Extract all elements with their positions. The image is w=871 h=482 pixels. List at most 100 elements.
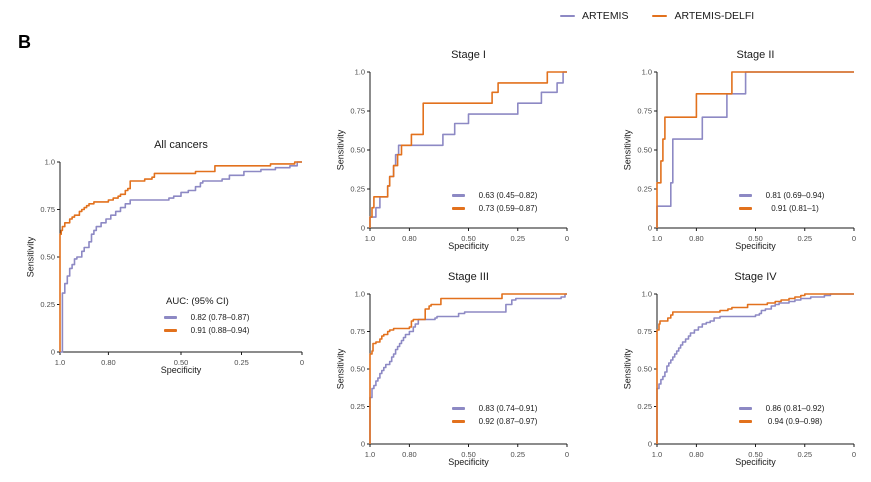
svg-text:0.25: 0.25 xyxy=(637,402,652,411)
artemis-delfi-line-swatch xyxy=(164,329,177,332)
legend-label-artemis-delfi: ARTEMIS-DELFI xyxy=(674,10,755,22)
artemis-line-swatch xyxy=(164,316,177,319)
svg-text:1.0: 1.0 xyxy=(642,68,652,77)
panel-label-b: B xyxy=(18,32,31,52)
panel-title-stage-ii: Stage II xyxy=(736,49,775,61)
roc-plot-stage-ii: 1.0 0.80 0.50 0.25 0 0 0.25 0.50 0.75 1.0 xyxy=(637,68,856,243)
artemis-delfi-line-swatch xyxy=(739,207,752,210)
svg-text:0.25: 0.25 xyxy=(637,185,652,194)
svg-text:1.0: 1.0 xyxy=(45,158,55,167)
auc-row-artemis-delfi: 0.91 (0.88–0.94) xyxy=(164,324,259,337)
artemis-line-swatch xyxy=(739,194,752,197)
auc-row-artemis: 0.86 (0.81–0.92) xyxy=(739,402,834,415)
auc-legend-stage-i: 0.63 (0.45–0.82) 0.73 (0.59–0.87) xyxy=(452,189,547,215)
svg-text:0: 0 xyxy=(300,358,304,367)
auc-row-artemis-delfi: 0.73 (0.59–0.87) xyxy=(452,202,547,215)
svg-text:0.75: 0.75 xyxy=(350,327,365,336)
artemis-line-swatch xyxy=(452,407,465,410)
svg-text:1.0: 1.0 xyxy=(55,358,65,367)
svg-text:1.0: 1.0 xyxy=(355,68,365,77)
svg-text:1.0: 1.0 xyxy=(365,450,375,459)
svg-text:1.0: 1.0 xyxy=(652,234,662,243)
svg-text:0.25: 0.25 xyxy=(797,234,812,243)
x-axis-label: Specificity xyxy=(448,457,489,467)
svg-text:1.0: 1.0 xyxy=(365,234,375,243)
svg-text:0: 0 xyxy=(852,450,856,459)
roc-plot-stage-iv: 1.0 0.80 0.50 0.25 0 0 0.25 0.50 0.75 1.0 xyxy=(637,290,856,459)
artemis-delfi-line-swatch xyxy=(739,420,752,423)
auc-legend-all-cancers: AUC: (95% CI) 0.82 (0.78–0.87) 0.91 (0.8… xyxy=(164,296,259,337)
svg-text:0: 0 xyxy=(648,224,652,233)
svg-text:0.80: 0.80 xyxy=(101,358,116,367)
svg-text:0.25: 0.25 xyxy=(350,402,365,411)
svg-text:0: 0 xyxy=(361,224,365,233)
svg-text:0.50: 0.50 xyxy=(40,253,55,262)
svg-text:0.80: 0.80 xyxy=(689,234,704,243)
svg-text:0.80: 0.80 xyxy=(402,234,417,243)
panel-title-all-cancers: All cancers xyxy=(154,139,208,151)
legend-label-artemis: ARTEMIS xyxy=(582,10,629,22)
svg-text:0.25: 0.25 xyxy=(234,358,249,367)
svg-text:0: 0 xyxy=(648,440,652,449)
svg-text:0.50: 0.50 xyxy=(748,450,763,459)
svg-text:0.75: 0.75 xyxy=(40,205,55,214)
artemis-line-swatch xyxy=(739,407,752,410)
auc-row-artemis: 0.83 (0.74–0.91) xyxy=(452,402,547,415)
auc-row-artemis-delfi: 0.92 (0.87–0.97) xyxy=(452,415,547,428)
artemis-line-swatch xyxy=(560,14,575,18)
x-axis-label: Specificity xyxy=(735,457,776,467)
auc-header: AUC: (95% CI) xyxy=(166,296,229,307)
svg-text:0.50: 0.50 xyxy=(637,146,652,155)
svg-text:0: 0 xyxy=(51,348,55,357)
svg-text:0.50: 0.50 xyxy=(637,365,652,374)
svg-text:0.50: 0.50 xyxy=(748,234,763,243)
artemis-delfi-line-swatch xyxy=(452,420,465,423)
roc-plot-all-cancers: 1.0 0.80 0.50 0.25 0 0 0.25 0.50 0.75 1.0 xyxy=(40,158,304,367)
auc-row-artemis: 0.63 (0.45–0.82) xyxy=(452,189,547,202)
svg-text:0: 0 xyxy=(565,234,569,243)
legend-item-artemis: ARTEMIS xyxy=(560,10,628,22)
svg-text:0.50: 0.50 xyxy=(461,450,476,459)
svg-text:0.75: 0.75 xyxy=(350,107,365,116)
legend-item-artemis-delfi: ARTEMIS-DELFI xyxy=(652,10,754,22)
svg-text:0.25: 0.25 xyxy=(797,450,812,459)
auc-legend-stage-ii: 0.81 (0.69–0.94) 0.91 (0.81–1) xyxy=(739,189,834,215)
svg-text:0.50: 0.50 xyxy=(461,234,476,243)
svg-text:0.25: 0.25 xyxy=(350,185,365,194)
svg-text:0.50: 0.50 xyxy=(174,358,189,367)
svg-text:0.50: 0.50 xyxy=(350,146,365,155)
svg-text:0: 0 xyxy=(852,234,856,243)
svg-text:0.25: 0.25 xyxy=(510,234,525,243)
roc-plot-stage-iii: 1.0 0.80 0.50 0.25 0 0 0.25 0.50 0.75 1.0 xyxy=(350,290,569,459)
svg-text:0.80: 0.80 xyxy=(689,450,704,459)
auc-legend-stage-iii: 0.83 (0.74–0.91) 0.92 (0.87–0.97) xyxy=(452,402,547,428)
svg-text:0: 0 xyxy=(565,450,569,459)
panel-title-stage-iv: Stage IV xyxy=(734,271,777,283)
x-axis-label: Specificity xyxy=(735,241,776,251)
auc-row-artemis-delfi: 0.94 (0.9–0.98) xyxy=(739,415,834,428)
svg-text:0.25: 0.25 xyxy=(510,450,525,459)
auc-row-artemis-delfi: 0.91 (0.81–1) xyxy=(739,202,834,215)
auc-row-artemis: 0.82 (0.78–0.87) xyxy=(164,311,259,324)
svg-text:0.75: 0.75 xyxy=(637,327,652,336)
svg-text:1.0: 1.0 xyxy=(642,290,652,299)
svg-text:0.75: 0.75 xyxy=(637,107,652,116)
x-axis-label: Specificity xyxy=(448,241,489,251)
auc-row-artemis: 0.81 (0.69–0.94) xyxy=(739,189,834,202)
svg-text:0: 0 xyxy=(361,440,365,449)
svg-text:0.50: 0.50 xyxy=(350,365,365,374)
series-legend: ARTEMIS ARTEMIS-DELFI xyxy=(560,10,754,22)
artemis-delfi-line-swatch xyxy=(452,207,465,210)
svg-text:0.25: 0.25 xyxy=(40,300,55,309)
auc-legend-stage-iv: 0.86 (0.81–0.92) 0.94 (0.9–0.98) xyxy=(739,402,834,428)
svg-text:1.0: 1.0 xyxy=(355,290,365,299)
roc-plot-stage-i: 1.0 0.80 0.50 0.25 0 0 0.25 0.50 0.75 1.0 xyxy=(350,68,569,243)
artemis-line-swatch xyxy=(452,194,465,197)
artemis-delfi-line-swatch xyxy=(652,14,668,18)
svg-text:1.0: 1.0 xyxy=(652,450,662,459)
panel-title-stage-i: Stage I xyxy=(451,49,486,61)
x-axis-label: Specificity xyxy=(160,365,202,375)
svg-text:0.80: 0.80 xyxy=(402,450,417,459)
panel-title-stage-iii: Stage III xyxy=(448,271,489,283)
